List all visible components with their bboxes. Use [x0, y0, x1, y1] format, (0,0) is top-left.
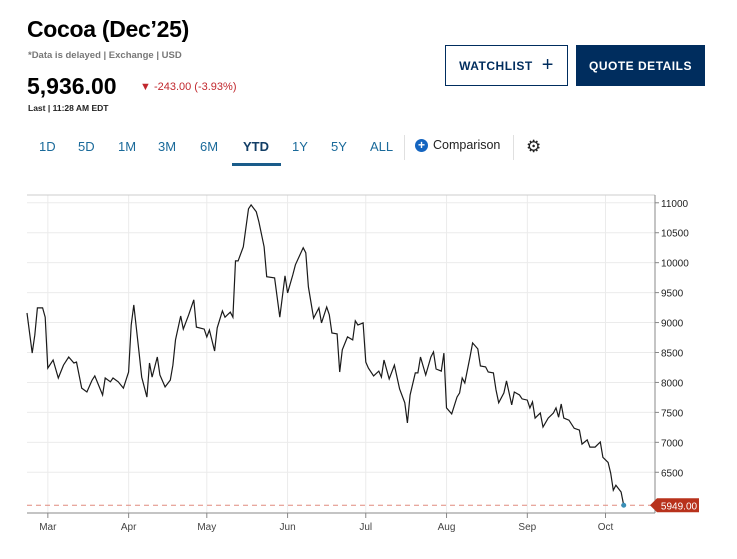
last-update-time: Last | 11:28 AM EDT — [28, 103, 109, 113]
x-tick-label: Oct — [598, 522, 614, 533]
last-price: 5,936.00 — [27, 73, 117, 99]
x-tick-label: Apr — [121, 522, 137, 533]
last-price-tag — [650, 498, 699, 513]
x-tick-label: Jul — [359, 522, 372, 533]
y-tick-label: 6500 — [661, 468, 684, 479]
y-tick-label: 9500 — [661, 289, 684, 300]
comparison-label: Comparison — [433, 138, 501, 152]
tab-3m[interactable]: 3M — [158, 139, 177, 154]
price-change: ▼ -243.00 (-3.93%) — [140, 81, 237, 93]
tab-5d[interactable]: 5D — [78, 139, 95, 154]
tab-5y[interactable]: 5Y — [331, 139, 347, 154]
y-tick-label: 10000 — [661, 259, 689, 270]
plus-circle-icon: + — [415, 138, 428, 152]
last-price-label: 5949.00 — [661, 501, 698, 512]
y-tick-label: 9000 — [661, 319, 684, 330]
divider — [404, 135, 405, 160]
data-delay-note: *Data is delayed | Exchange | USD — [28, 50, 182, 61]
active-tab-indicator — [232, 163, 281, 166]
quote-details-button[interactable]: QUOTE DETAILS — [576, 45, 705, 86]
y-tick-label: 8000 — [661, 378, 684, 389]
tab-1y[interactable]: 1Y — [292, 139, 308, 154]
comparison-button[interactable]: + Comparison — [415, 138, 500, 152]
divider — [513, 135, 514, 160]
x-tick-label: Mar — [39, 522, 57, 533]
y-tick-label: 10500 — [661, 229, 689, 240]
tab-1m[interactable]: 1M — [118, 139, 137, 154]
x-tick-label: May — [197, 522, 216, 533]
price-line — [26, 203, 625, 506]
tab-6m[interactable]: 6M — [200, 139, 219, 154]
gear-icon[interactable]: ⚙ — [526, 137, 542, 156]
x-tick-label: Jun — [280, 522, 296, 533]
page-title: Cocoa (Dec’25) — [27, 16, 189, 42]
watchlist-label: WATCHLIST — [459, 58, 533, 73]
watchlist-button[interactable]: WATCHLIST + — [445, 45, 568, 86]
x-tick-label: Sep — [518, 522, 536, 533]
x-tick-label: Aug — [438, 522, 456, 533]
plus-icon: + — [541, 54, 554, 76]
tab-ytd[interactable]: YTD — [243, 139, 269, 154]
y-tick-label: 7000 — [661, 438, 684, 449]
y-tick-label: 8500 — [661, 349, 684, 360]
last-point-marker — [621, 502, 627, 508]
y-tick-label: 11000 — [661, 199, 689, 210]
tab-1d[interactable]: 1D — [39, 139, 56, 154]
tab-all[interactable]: ALL — [370, 139, 394, 154]
y-tick-label: 7500 — [661, 408, 684, 419]
